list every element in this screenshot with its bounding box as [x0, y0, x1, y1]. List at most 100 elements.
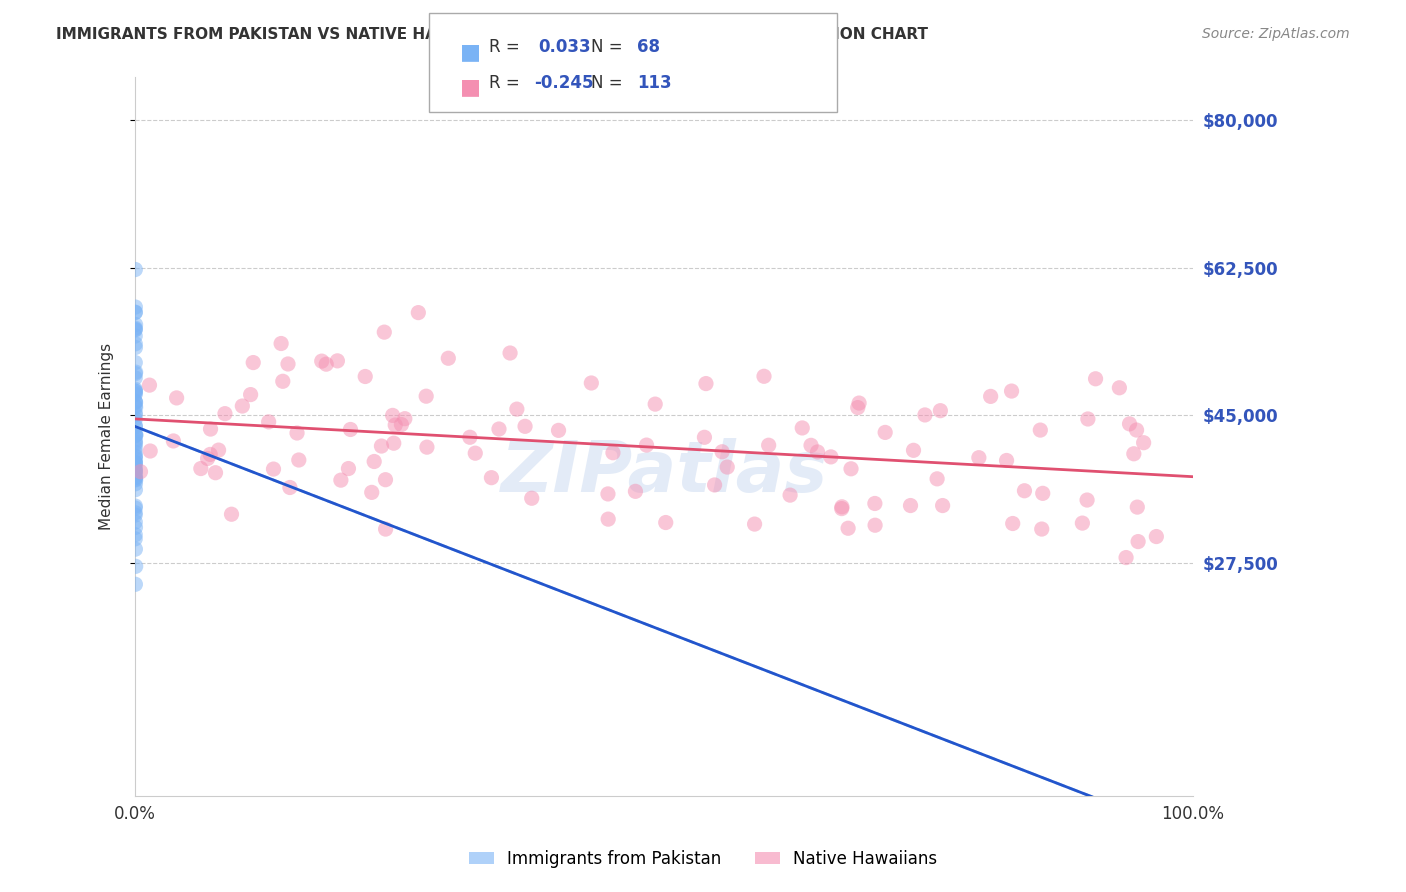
Native Hawaiians: [1032, 486, 1054, 500]
Native Hawaiians: [1084, 372, 1107, 386]
Native Hawaiians: [1000, 384, 1022, 398]
Native Hawaiians: [1031, 522, 1053, 536]
Immigrants from Pakistan: [124, 456, 146, 470]
Native Hawaiians: [270, 336, 292, 351]
Immigrants from Pakistan: [124, 445, 146, 459]
Native Hawaiians: [752, 369, 775, 384]
Native Hawaiians: [779, 488, 801, 502]
Native Hawaiians: [416, 440, 439, 454]
Native Hawaiians: [931, 499, 953, 513]
Immigrants from Pakistan: [124, 367, 146, 381]
Immigrants from Pakistan: [124, 365, 146, 379]
Native Hawaiians: [914, 408, 936, 422]
Immigrants from Pakistan: [124, 451, 146, 466]
Native Hawaiians: [1108, 381, 1130, 395]
Immigrants from Pakistan: [124, 322, 146, 336]
Text: ■: ■: [460, 78, 481, 97]
Immigrants from Pakistan: [124, 401, 146, 415]
Native Hawaiians: [200, 422, 222, 436]
Native Hawaiians: [1029, 423, 1052, 437]
Native Hawaiians: [354, 369, 377, 384]
Native Hawaiians: [839, 462, 862, 476]
Immigrants from Pakistan: [124, 371, 146, 385]
Immigrants from Pakistan: [124, 384, 146, 398]
Native Hawaiians: [831, 500, 853, 514]
Native Hawaiians: [231, 399, 253, 413]
Native Hawaiians: [277, 357, 299, 371]
Native Hawaiians: [214, 407, 236, 421]
Immigrants from Pakistan: [124, 532, 146, 546]
Immigrants from Pakistan: [124, 456, 146, 470]
Native Hawaiians: [1126, 534, 1149, 549]
Native Hawaiians: [381, 409, 404, 423]
Native Hawaiians: [792, 421, 814, 435]
Native Hawaiians: [1132, 435, 1154, 450]
Immigrants from Pakistan: [124, 384, 146, 399]
Native Hawaiians: [929, 403, 952, 417]
Native Hawaiians: [1118, 417, 1140, 431]
Immigrants from Pakistan: [124, 434, 146, 448]
Native Hawaiians: [263, 462, 285, 476]
Text: IMMIGRANTS FROM PAKISTAN VS NATIVE HAWAIIAN MEDIAN FEMALE EARNINGS CORRELATION C: IMMIGRANTS FROM PAKISTAN VS NATIVE HAWAI…: [56, 27, 928, 42]
Native Hawaiians: [129, 465, 152, 479]
Native Hawaiians: [239, 387, 262, 401]
Native Hawaiians: [900, 499, 922, 513]
Native Hawaiians: [278, 481, 301, 495]
Immigrants from Pakistan: [124, 470, 146, 484]
Immigrants from Pakistan: [124, 476, 146, 491]
Immigrants from Pakistan: [124, 305, 146, 319]
Immigrants from Pakistan: [124, 483, 146, 497]
Immigrants from Pakistan: [124, 420, 146, 434]
Immigrants from Pakistan: [124, 459, 146, 474]
Text: ZIPatlas: ZIPatlas: [501, 438, 828, 507]
Native Hawaiians: [197, 451, 219, 466]
Immigrants from Pakistan: [124, 341, 146, 355]
Native Hawaiians: [654, 516, 676, 530]
Native Hawaiians: [139, 444, 162, 458]
Immigrants from Pakistan: [124, 437, 146, 451]
Native Hawaiians: [242, 355, 264, 369]
Text: -0.245: -0.245: [534, 74, 593, 92]
Native Hawaiians: [499, 346, 522, 360]
Text: N =: N =: [591, 38, 627, 56]
Native Hawaiians: [166, 391, 188, 405]
Immigrants from Pakistan: [124, 520, 146, 534]
Immigrants from Pakistan: [124, 399, 146, 413]
Immigrants from Pakistan: [124, 467, 146, 482]
Immigrants from Pakistan: [124, 329, 146, 343]
Native Hawaiians: [257, 415, 280, 429]
Native Hawaiians: [980, 389, 1002, 403]
Native Hawaiians: [1125, 423, 1147, 437]
Immigrants from Pakistan: [124, 406, 146, 420]
Native Hawaiians: [311, 354, 333, 368]
Native Hawaiians: [506, 402, 529, 417]
Native Hawaiians: [437, 351, 460, 366]
Native Hawaiians: [221, 507, 243, 521]
Native Hawaiians: [848, 396, 870, 410]
Immigrants from Pakistan: [124, 464, 146, 478]
Immigrants from Pakistan: [124, 412, 146, 426]
Native Hawaiians: [391, 417, 413, 432]
Native Hawaiians: [927, 472, 949, 486]
Immigrants from Pakistan: [124, 395, 146, 409]
Immigrants from Pakistan: [124, 472, 146, 486]
Immigrants from Pakistan: [124, 385, 146, 400]
Native Hawaiians: [339, 422, 361, 436]
Native Hawaiians: [384, 417, 406, 432]
Immigrants from Pakistan: [125, 473, 148, 487]
Immigrants from Pakistan: [124, 418, 146, 433]
Native Hawaiians: [271, 374, 294, 388]
Native Hawaiians: [695, 376, 717, 391]
Y-axis label: Median Female Earnings: Median Female Earnings: [100, 343, 114, 530]
Immigrants from Pakistan: [124, 456, 146, 470]
Native Hawaiians: [329, 473, 352, 487]
Immigrants from Pakistan: [124, 382, 146, 396]
Native Hawaiians: [711, 444, 734, 458]
Native Hawaiians: [644, 397, 666, 411]
Native Hawaiians: [162, 434, 184, 448]
Immigrants from Pakistan: [124, 427, 146, 442]
Native Hawaiians: [863, 496, 886, 510]
Native Hawaiians: [837, 521, 859, 535]
Immigrants from Pakistan: [124, 395, 146, 409]
Native Hawaiians: [624, 484, 647, 499]
